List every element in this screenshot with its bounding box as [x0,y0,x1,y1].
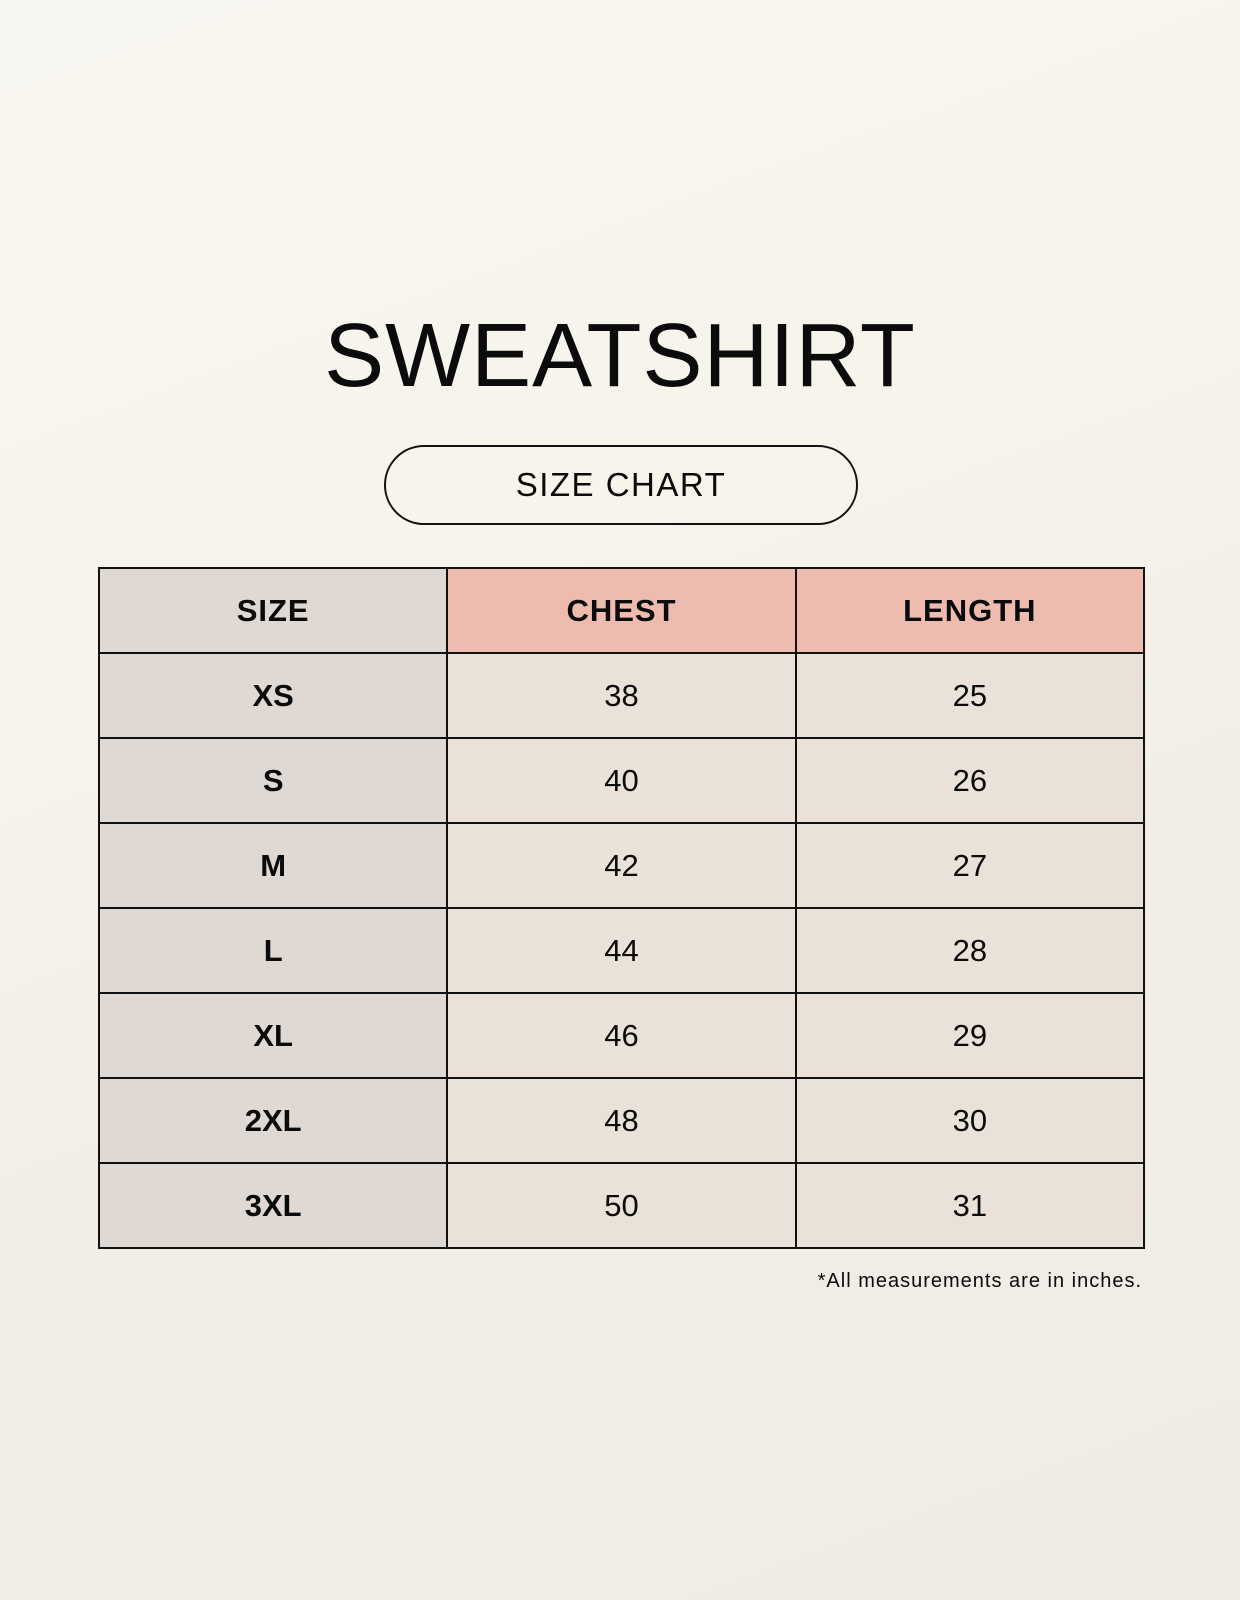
table-row: 2XL 48 30 [97,1077,1146,1164]
length-cell: 28 [794,907,1146,994]
table-row: S 40 26 [97,737,1146,824]
length-cell: 29 [794,992,1146,1079]
chest-cell: 42 [446,822,797,909]
table-row: XS 38 25 [97,652,1146,739]
size-cell: L [97,907,449,994]
size-cell: 3XL [97,1162,449,1249]
length-cell: 25 [794,652,1146,739]
length-cell: 27 [794,822,1146,909]
chest-cell: 44 [446,907,797,994]
size-cell: 2XL [97,1077,449,1164]
footnote: *All measurements are in inches. [817,1270,1142,1292]
table-row: 3XL 50 31 [97,1162,1146,1249]
header-length: LENGTH [794,567,1146,654]
chest-cell: 50 [446,1162,797,1249]
size-cell: XS [97,652,449,739]
header-chest: CHEST [446,567,797,654]
table-row: L 44 28 [97,907,1146,994]
page-title: SWEATSHIRT [324,306,916,406]
table-row: XL 46 29 [97,992,1146,1079]
chest-cell: 38 [446,652,797,739]
chest-cell: 40 [446,737,797,824]
size-table: SIZE CHEST LENGTH XS 38 25 S 40 26 M 42 27 L 44 28 X… [97,567,1146,1249]
table-header-row: SIZE CHEST LENGTH [97,567,1146,654]
size-cell: S [97,737,449,824]
chest-cell: 46 [446,992,797,1079]
length-cell: 26 [794,737,1146,824]
size-chart-label: SIZE CHART [384,445,858,525]
header-size: SIZE [97,567,449,654]
size-cell: M [97,822,449,909]
chest-cell: 48 [446,1077,797,1164]
table-row: M 42 27 [97,822,1146,909]
length-cell: 30 [794,1077,1146,1164]
length-cell: 31 [794,1162,1146,1249]
size-cell: XL [97,992,449,1079]
